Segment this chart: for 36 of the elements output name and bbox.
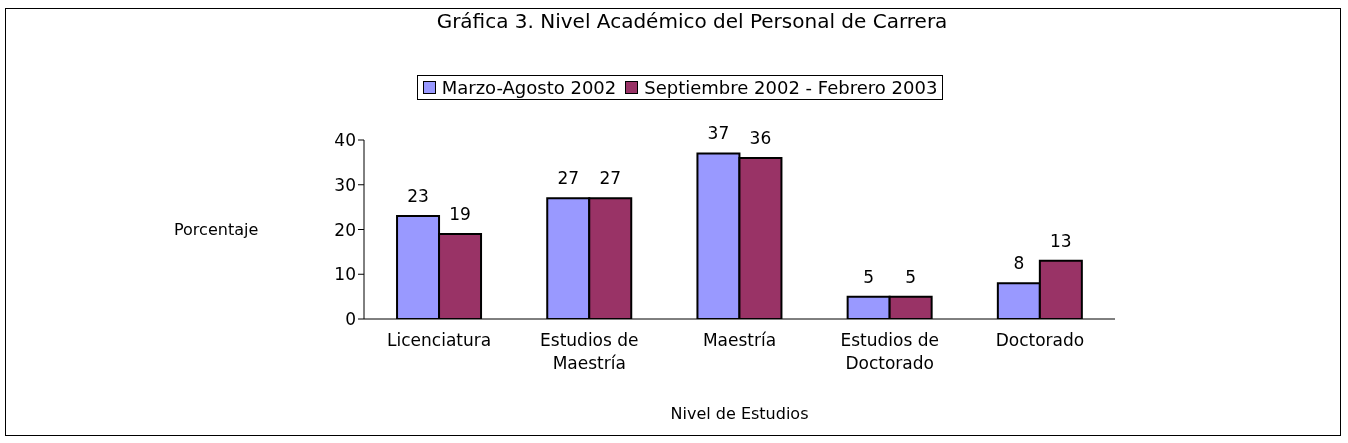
chart-title: Gráfica 3. Nivel Académico del Personal de Carrera xyxy=(435,9,949,33)
bar xyxy=(1038,259,1083,319)
y-tick-label: 10 xyxy=(334,264,356,285)
x-tick-label: Maestría xyxy=(702,330,777,350)
y-tick-label: 40 xyxy=(334,130,356,151)
data-label: 19 xyxy=(449,203,471,224)
bar xyxy=(846,295,891,319)
data-label: 37 xyxy=(707,123,730,144)
data-label: 27 xyxy=(557,168,580,189)
data-label: 27 xyxy=(599,168,622,189)
legend-label: Marzo-Agosto 2002 xyxy=(441,77,617,98)
data-label: 8 xyxy=(1013,253,1025,274)
legend-label: Septiembre 2002 - Febrero 2003 xyxy=(644,77,938,98)
x-axis-title: Nivel de Estudios xyxy=(670,404,809,423)
frame: Gráfica 3. Nivel Académico del Personal de Carrera Marzo-Agosto 2002 Septiembre 2002 - Febrero 2003 Licenciatura Estudios de Maestría Maestría Estudios de Doctorado Doctorado Nivel de Estudios 0 10 20 30 40 Porcentaje 23 27 37 5 8 19 27 36 5 13 xyxy=(5,8,1341,436)
y-tick-label: 0 xyxy=(345,309,356,330)
x-tick-label: Doctorado xyxy=(995,330,1085,350)
y-axis-title: Porcentaje xyxy=(174,220,259,240)
bar xyxy=(996,282,1041,319)
data-label: 5 xyxy=(863,266,875,287)
bar xyxy=(438,232,483,319)
bar xyxy=(888,295,933,319)
y-tick-label: 30 xyxy=(334,174,356,195)
x-tick-label: Licenciatura xyxy=(387,330,492,350)
bar xyxy=(546,197,591,319)
data-label: 23 xyxy=(407,186,429,207)
x-tick-label: Estudios de Maestría xyxy=(540,330,639,373)
bar xyxy=(396,215,441,319)
bar xyxy=(696,152,741,319)
bar xyxy=(738,156,783,319)
y-tick-label: 20 xyxy=(334,219,356,240)
x-tick-label: Estudios de Doctorado xyxy=(840,330,939,373)
data-label: 36 xyxy=(749,127,772,148)
bar xyxy=(588,197,633,319)
data-label: 5 xyxy=(905,266,917,287)
data-label: 13 xyxy=(1050,230,1072,251)
